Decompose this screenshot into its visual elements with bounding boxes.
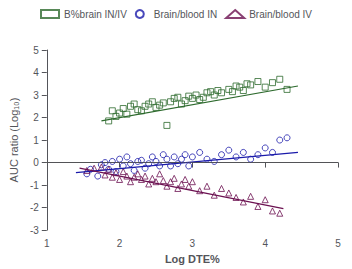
svg-text:B%brain IN/IV: B%brain IN/IV <box>64 9 127 20</box>
svg-text:4: 4 <box>33 67 39 78</box>
svg-text:4: 4 <box>262 238 268 249</box>
svg-text:-3: -3 <box>30 225 39 236</box>
svg-text:3: 3 <box>190 238 196 249</box>
svg-text:AUC ratio (Log₁₀): AUC ratio (Log₁₀) <box>8 98 20 183</box>
svg-text:Brain/blood IN: Brain/blood IN <box>154 9 217 20</box>
svg-text:3: 3 <box>33 90 39 101</box>
svg-text:2: 2 <box>33 112 39 123</box>
svg-text:0: 0 <box>33 157 39 168</box>
svg-text:5: 5 <box>335 238 341 249</box>
svg-text:Brain/blood IV: Brain/blood IV <box>249 9 312 20</box>
svg-text:2: 2 <box>117 238 123 249</box>
svg-text:5: 5 <box>33 45 39 56</box>
svg-text:Log DTE%: Log DTE% <box>165 253 220 265</box>
svg-text:-1: -1 <box>30 180 39 191</box>
svg-text:1: 1 <box>33 135 39 146</box>
svg-text:-2: -2 <box>30 202 39 213</box>
svg-text:1: 1 <box>44 238 50 249</box>
